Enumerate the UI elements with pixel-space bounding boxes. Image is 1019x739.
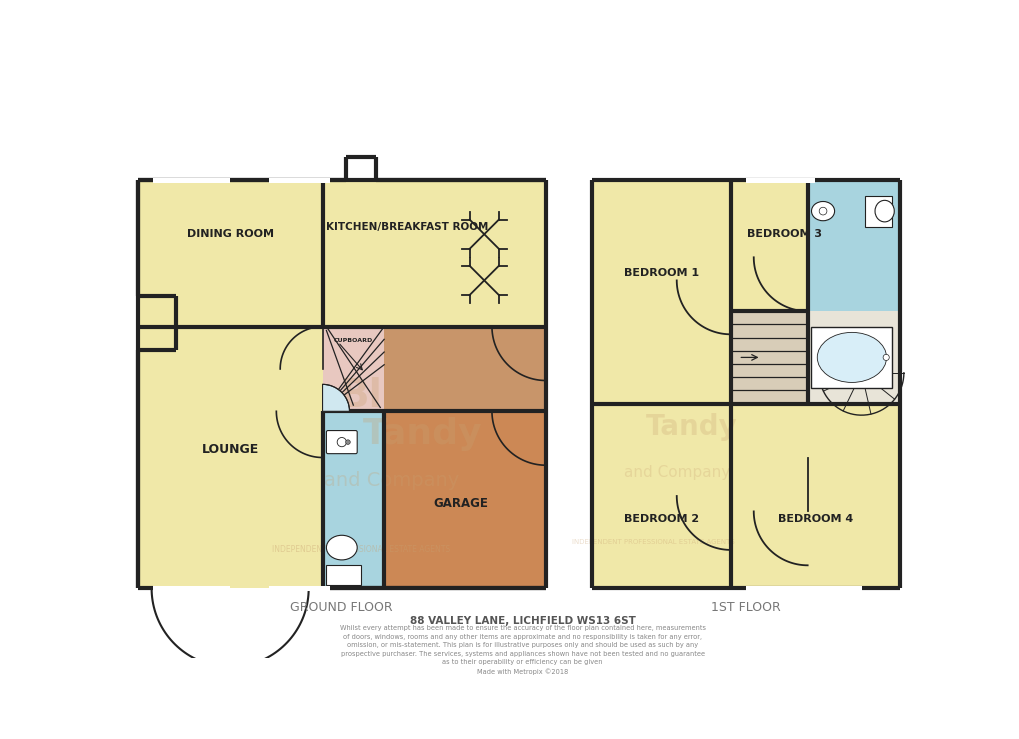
Text: and Company: and Company: [623, 466, 730, 480]
Text: GROUND FLOOR: GROUND FLOOR: [290, 601, 392, 614]
Text: DINING ROOM: DINING ROOM: [186, 229, 273, 239]
Bar: [745, 178, 814, 183]
Bar: [322, 412, 384, 588]
Text: BEDROOM 2: BEDROOM 2: [624, 514, 698, 524]
Bar: [730, 403, 899, 588]
Circle shape: [882, 354, 889, 361]
Ellipse shape: [816, 333, 886, 383]
Text: Bl: Bl: [339, 377, 382, 415]
Text: GARAGE: GARAGE: [433, 497, 488, 510]
Wedge shape: [322, 384, 350, 412]
Text: INDEPENDENT PROFESSIONAL ESTATE AGENTS: INDEPENDENT PROFESSIONAL ESTATE AGENTS: [272, 545, 449, 554]
Ellipse shape: [874, 200, 894, 222]
Bar: [807, 311, 899, 403]
Bar: [268, 586, 330, 590]
Bar: [807, 180, 899, 311]
Text: KITCHEN/BREAKFAST ROOM: KITCHEN/BREAKFAST ROOM: [326, 222, 488, 231]
Bar: [268, 178, 330, 183]
Text: Tandy: Tandy: [646, 412, 738, 440]
Text: BEDROOM 1: BEDROOM 1: [624, 268, 698, 278]
Bar: [745, 586, 861, 590]
Text: 1ST FLOOR: 1ST FLOOR: [710, 601, 781, 614]
Bar: [322, 180, 545, 327]
Text: CUPBOARD: CUPBOARD: [333, 338, 373, 343]
Circle shape: [337, 437, 346, 447]
Bar: [730, 180, 807, 311]
Circle shape: [818, 207, 826, 215]
Ellipse shape: [326, 535, 357, 560]
Text: 88 VALLEY LANE, LICHFIELD WS13 6ST: 88 VALLEY LANE, LICHFIELD WS13 6ST: [410, 616, 635, 626]
Circle shape: [345, 440, 350, 444]
Bar: [138, 180, 322, 327]
Text: BEDROOM 3: BEDROOM 3: [746, 229, 821, 239]
Bar: [811, 327, 892, 388]
Text: and Company: and Company: [324, 471, 459, 490]
Bar: [384, 412, 545, 588]
Text: BEDROOM 4: BEDROOM 4: [776, 514, 852, 524]
Bar: [322, 327, 545, 412]
Bar: [153, 586, 230, 590]
Text: Whilst every attempt has been made to ensure the accuracy of the floor plan cont: Whilst every attempt has been made to en…: [339, 625, 705, 675]
Bar: [864, 196, 892, 227]
Bar: [322, 327, 384, 412]
Bar: [153, 178, 230, 183]
Text: LOUNGE: LOUNGE: [202, 443, 259, 456]
Bar: [326, 565, 361, 585]
Bar: [138, 327, 322, 588]
Ellipse shape: [811, 202, 834, 221]
Text: INDEPENDENT PROFESSIONAL ESTATE AGENTS: INDEPENDENT PROFESSIONAL ESTATE AGENTS: [572, 539, 735, 545]
Bar: [591, 180, 730, 403]
Bar: [591, 403, 730, 588]
Text: Tandy: Tandy: [363, 418, 482, 452]
FancyBboxPatch shape: [326, 431, 357, 454]
Bar: [730, 311, 807, 403]
